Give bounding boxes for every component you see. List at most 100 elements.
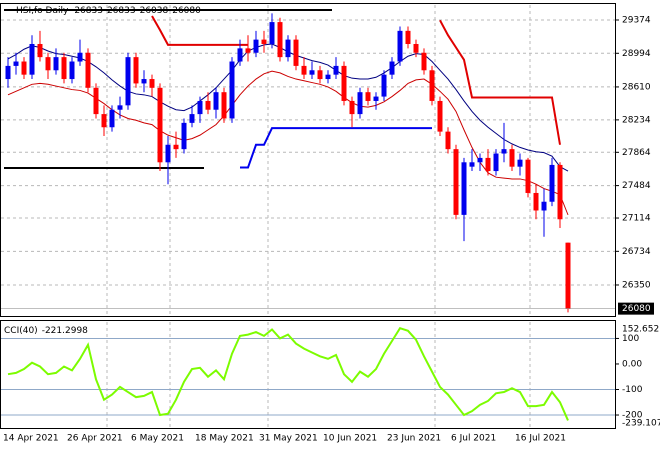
candle-body — [341, 65, 347, 101]
candle-body — [485, 157, 491, 172]
cci-tick-label: -200 — [622, 411, 643, 421]
candle-body — [69, 61, 75, 80]
candle-body — [325, 74, 331, 80]
cci-label: CCI(40) -221.2998 — [4, 326, 88, 336]
y-tick-label: 28234 — [622, 115, 651, 125]
candle-body — [349, 100, 355, 115]
candle-body — [429, 70, 435, 101]
candle-body — [117, 105, 123, 110]
stop-line — [151, 15, 248, 46]
vertical-grid — [106, 5, 531, 428]
candle-body — [565, 242, 571, 309]
candle-body — [45, 57, 51, 71]
candle-body — [509, 149, 515, 167]
candle-body — [285, 39, 291, 58]
cci-line — [7, 327, 569, 421]
candle-body — [37, 43, 43, 58]
candle-body — [501, 149, 507, 154]
candle-body — [109, 109, 115, 128]
candle-body — [413, 43, 419, 53]
candle-body — [277, 22, 283, 58]
candle-body — [221, 92, 227, 119]
candle-body — [133, 57, 139, 84]
candle-body — [461, 162, 467, 215]
candle-body — [21, 61, 27, 75]
x-tick-label: 6 May 2021 — [131, 434, 184, 444]
candle-body — [469, 162, 475, 167]
y-tick-label: 27484 — [622, 181, 651, 191]
candle-body — [533, 192, 539, 211]
candle-body — [365, 92, 371, 101]
plot-layer — [1, 8, 615, 421]
candle-body — [557, 164, 563, 220]
candle-body — [149, 79, 155, 88]
cci-min-label: -239.107 — [622, 419, 660, 429]
candle-body — [93, 87, 99, 115]
candle-body — [253, 39, 259, 53]
candle-body — [213, 92, 219, 110]
price-label: 26080 — [622, 304, 651, 314]
candle-body — [53, 57, 59, 71]
x-tick-label: 6 Jul 2021 — [451, 434, 496, 444]
y-tick-label: 27114 — [622, 214, 651, 224]
candle-body — [237, 48, 243, 62]
y-tick-label: 26734 — [622, 247, 651, 257]
candle-body — [173, 144, 179, 150]
cci-tick-label: 100 — [622, 334, 639, 344]
stop-line — [240, 127, 432, 169]
x-tick-label: 10 Jun 2021 — [323, 434, 377, 444]
candle-body — [101, 114, 107, 128]
candle-body — [13, 61, 19, 66]
x-tick-label: 14 Apr 2021 — [3, 434, 59, 444]
chart-title: HSI,fo Daily 26833 26833 26038 26080 — [16, 6, 201, 16]
candle-body — [61, 57, 67, 80]
candle-body — [373, 96, 379, 101]
candle-body — [293, 39, 299, 66]
cci-frame — [0, 320, 616, 429]
cci-tick-label: 0.00 — [622, 359, 642, 369]
candle-body — [77, 52, 83, 62]
candle-body — [397, 30, 403, 62]
candle-body — [333, 65, 339, 75]
candle-body — [493, 153, 499, 172]
candle-body — [453, 149, 459, 215]
cci-name: CCI(40) — [4, 326, 38, 336]
candle-body — [189, 114, 195, 123]
title-symbol: HSI,fo Daily — [16, 6, 69, 16]
title-open: 26833 — [74, 6, 103, 16]
y-tick-label: 29374 — [622, 15, 651, 25]
candle-body — [541, 201, 547, 211]
candle-body — [165, 144, 171, 163]
candle-body — [317, 70, 323, 80]
candle-body — [157, 87, 163, 163]
candle-body — [205, 100, 211, 110]
y-tick-label: 28610 — [622, 82, 651, 92]
candle-body — [141, 79, 147, 84]
title-close: 26080 — [172, 6, 201, 16]
candle-body — [181, 122, 187, 150]
candle-body — [269, 22, 275, 44]
candle-body — [245, 48, 251, 53]
candle-body — [525, 159, 531, 193]
candle-body — [381, 74, 387, 97]
cci-last: -221.2998 — [42, 326, 88, 336]
candle-body — [5, 65, 11, 80]
y-tick-label: 26350 — [622, 280, 651, 290]
candle-body — [445, 131, 451, 150]
cci-max-label: 152.652 — [622, 325, 659, 335]
cci-tick-label: -100 — [622, 385, 643, 395]
x-tick-label: 18 May 2021 — [195, 434, 254, 444]
stop-line — [439, 19, 561, 145]
title-low: 26038 — [140, 6, 169, 16]
candle-body — [197, 100, 203, 115]
candle-body — [29, 43, 35, 75]
candle-body — [301, 65, 307, 75]
candle-body — [229, 61, 235, 119]
x-tick-label: 16 Jul 2021 — [515, 434, 566, 444]
candle-body — [85, 52, 91, 88]
x-tick-label: 26 Apr 2021 — [67, 434, 123, 444]
candle-body — [261, 39, 267, 44]
title-high: 26833 — [107, 6, 136, 16]
